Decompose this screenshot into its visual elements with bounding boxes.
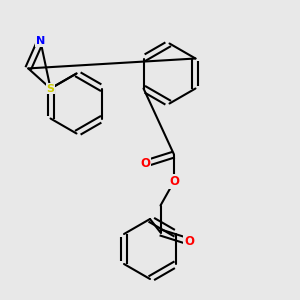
Text: N: N (36, 36, 45, 46)
Text: O: O (140, 157, 151, 170)
Text: S: S (46, 83, 55, 94)
Text: O: O (184, 235, 194, 248)
Text: O: O (169, 175, 179, 188)
